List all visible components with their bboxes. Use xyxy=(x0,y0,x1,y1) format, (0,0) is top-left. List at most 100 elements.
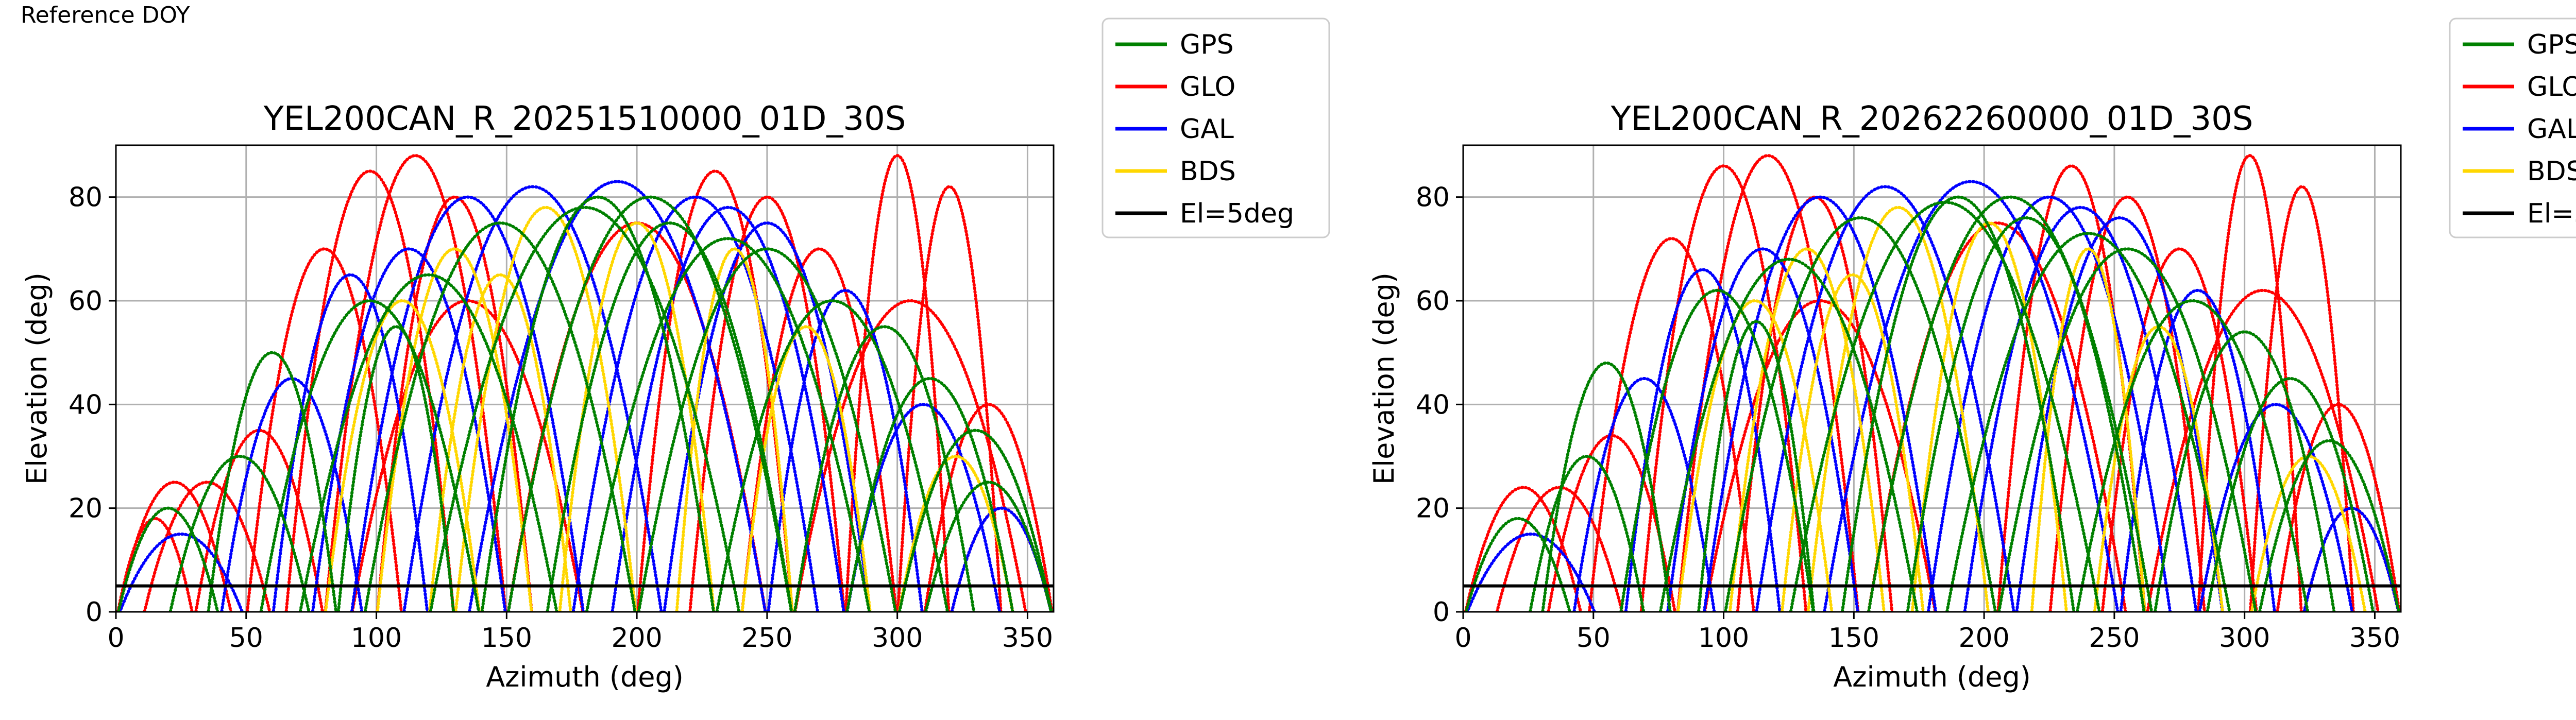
gps-satellite-track xyxy=(168,455,311,612)
gps-satellite-track xyxy=(1464,517,1571,612)
gal-satellite-track xyxy=(402,185,663,612)
gps-satellite-track xyxy=(298,273,558,612)
bds-satellite-track xyxy=(454,205,637,612)
glo-satellite-track xyxy=(245,247,403,612)
bds-satellite-track xyxy=(1728,247,1886,612)
gal-satellite-track xyxy=(118,533,244,612)
y-axis-label: Elevation (deg) xyxy=(1368,272,1400,485)
gps-satellite-track xyxy=(429,206,741,612)
y-tick-label: 20 xyxy=(69,493,103,524)
gal-satellite-track xyxy=(611,206,845,612)
glo-satellite-track xyxy=(376,196,534,612)
glo-satellite-track xyxy=(1495,486,1624,612)
bds-satellite-track xyxy=(324,299,481,612)
y-tick-label: 0 xyxy=(86,597,103,628)
y-tick-label: 20 xyxy=(1416,493,1450,524)
gps-satellite-track xyxy=(1658,258,1919,612)
x-axis-label: Azimuth (deg) xyxy=(486,661,684,693)
glo-satellite-track xyxy=(2276,403,2401,612)
gps-satellite-track xyxy=(1529,455,1646,612)
figure-header-label: Reference DOY xyxy=(21,2,190,28)
legend: GPS GLO GAL BDS El=5deg xyxy=(2449,18,2576,238)
gps-satellite-track xyxy=(480,196,715,612)
x-tick-label: 300 xyxy=(2219,623,2270,654)
y-tick-label: 60 xyxy=(1416,286,1450,317)
y-tick-label: 60 xyxy=(69,286,103,317)
glo-satellite-track xyxy=(793,299,1027,612)
gps-satellite-track xyxy=(207,351,338,612)
gal-satellite-track xyxy=(1702,196,1938,612)
gps-satellite-track xyxy=(1697,320,1816,612)
y-tick-label: 80 xyxy=(69,182,103,213)
gal-satellite-track xyxy=(2198,403,2354,612)
x-tick-label: 200 xyxy=(1958,623,2009,654)
gal-satellite-track xyxy=(467,180,767,612)
glo-satellite-track xyxy=(923,403,1054,612)
gal-satellite-track xyxy=(767,289,924,612)
gps-satellite-track xyxy=(637,247,897,612)
gps-satellite-track xyxy=(1723,216,1997,612)
gps-satellite-track xyxy=(2206,377,2375,612)
gps-satellite-track xyxy=(336,325,455,612)
x-axis-label: Azimuth (deg) xyxy=(1833,661,2031,693)
legend-label: BDS xyxy=(2527,156,2576,187)
legend-label: GLO xyxy=(1180,72,1235,102)
x-tick-label: 250 xyxy=(741,623,792,654)
y-tick-label: 40 xyxy=(1416,389,1450,420)
x-tick-label: 50 xyxy=(1577,623,1611,654)
gps-satellite-track xyxy=(924,481,1053,612)
gps-satellite-track xyxy=(1997,247,2258,612)
legend-label: GPS xyxy=(1180,29,1234,60)
gps-satellite-track xyxy=(116,506,219,612)
axes-frame xyxy=(1462,144,2402,613)
legend-label: El=5deg xyxy=(2527,198,2576,229)
skyplot-chart-left: 0 50 100 150 200 250 300 350 0 20 40 60 80 YEL200CAN_… xyxy=(21,18,1330,693)
glo-satellite-track xyxy=(2146,288,2380,612)
bds-satellite-track xyxy=(1676,299,1834,612)
legend-box xyxy=(1101,18,1330,238)
glo-satellite-track xyxy=(740,247,898,612)
chart-title: YEL200CAN_R_20251510000_01D_30S xyxy=(263,100,906,138)
gps-satellite-track xyxy=(1867,195,2154,612)
axes-frame xyxy=(115,144,1055,613)
gps-satellite-track xyxy=(2153,330,2336,612)
y-tick-label: 80 xyxy=(1416,182,1450,213)
bds-satellite-track xyxy=(428,273,572,612)
plot-area xyxy=(1463,154,2401,612)
chart-title: YEL200CAN_R_20262260000_01D_30S xyxy=(1611,100,2253,138)
gps-satellite-track xyxy=(897,428,1053,612)
gps-satellite-track xyxy=(506,195,793,612)
gal-satellite-track xyxy=(1465,533,1597,612)
y-tick-label: 40 xyxy=(69,389,103,420)
gal-satellite-track xyxy=(1963,206,2198,612)
gps-satellite-track xyxy=(2075,299,2310,612)
y-tick-label: 0 xyxy=(1433,597,1450,628)
gps-satellite-track xyxy=(259,299,481,612)
skyplot-chart-right: 0 50 100 150 200 250 300 350 0 20 40 60 80 YEL200CAN_… xyxy=(1368,18,2576,693)
gps-satellite-track xyxy=(546,221,793,612)
glo-satellite-track xyxy=(636,169,794,612)
gps-satellite-track xyxy=(363,221,637,612)
gal-satellite-track xyxy=(1624,268,1782,612)
gps-satellite-track xyxy=(2258,439,2400,612)
legend-label: El=5deg xyxy=(1180,198,1294,229)
gps-satellite-track xyxy=(1619,288,1815,612)
bds-satellite-track xyxy=(1780,273,1925,612)
gps-satellite-track xyxy=(793,325,976,612)
bds-satellite-track xyxy=(675,247,794,612)
x-tick-label: 150 xyxy=(1828,623,1879,654)
gal-satellite-track xyxy=(2119,289,2276,612)
legend-label: GAL xyxy=(1180,114,1234,145)
legend: GPS GLO GAL BDS El=5deg xyxy=(1101,18,1330,238)
plot-area xyxy=(116,154,1054,612)
x-tick-label: 350 xyxy=(2349,623,2400,654)
x-tick-label: 350 xyxy=(1002,623,1053,654)
gps-satellite-track xyxy=(845,377,1014,612)
x-tick-label: 100 xyxy=(351,623,402,654)
x-tick-label: 150 xyxy=(481,623,532,654)
gal-satellite-track xyxy=(1926,196,2172,612)
x-tick-label: 0 xyxy=(1454,623,1471,654)
glo-satellite-track xyxy=(2100,247,2258,612)
gps-satellite-track xyxy=(1945,232,2231,612)
